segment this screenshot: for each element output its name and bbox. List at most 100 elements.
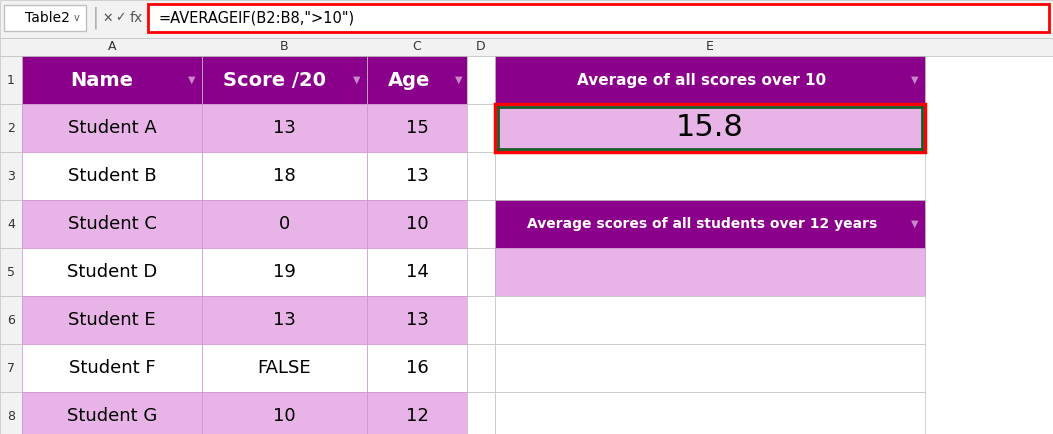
Bar: [0, 344, 22, 392]
Bar: [367, 248, 466, 296]
Bar: [495, 392, 925, 434]
Bar: [202, 392, 367, 434]
Bar: [22, 152, 202, 200]
Text: B: B: [280, 40, 289, 53]
Bar: [202, 200, 367, 248]
Text: Student A: Student A: [67, 119, 157, 137]
Bar: [495, 56, 925, 104]
Bar: [466, 104, 495, 152]
Bar: [495, 152, 925, 200]
Bar: [22, 344, 202, 392]
Text: 12: 12: [405, 407, 429, 425]
Text: 8: 8: [7, 410, 15, 423]
Text: 15: 15: [405, 119, 429, 137]
Text: 0: 0: [279, 215, 291, 233]
Bar: [495, 200, 925, 248]
Text: E: E: [707, 40, 714, 53]
Text: A: A: [107, 40, 116, 53]
Bar: [202, 104, 367, 152]
Bar: [148, 4, 1049, 32]
Text: Student F: Student F: [68, 359, 155, 377]
Bar: [367, 56, 466, 104]
Bar: [22, 296, 202, 344]
Bar: [0, 0, 1053, 38]
Bar: [0, 38, 1053, 56]
Bar: [202, 296, 367, 344]
Text: Age: Age: [388, 70, 431, 89]
Bar: [367, 152, 466, 200]
Text: 4: 4: [7, 217, 15, 230]
Text: ▼: ▼: [455, 75, 462, 85]
Text: 10: 10: [273, 407, 296, 425]
Bar: [495, 104, 925, 152]
Bar: [495, 344, 925, 392]
Text: Score /20: Score /20: [223, 70, 326, 89]
Text: 13: 13: [273, 311, 296, 329]
Text: 1: 1: [7, 73, 15, 86]
Text: =AVERAGEIF(B2:B8,">10"): =AVERAGEIF(B2:B8,">10"): [158, 10, 354, 26]
Text: 6: 6: [7, 313, 15, 326]
Text: ▼: ▼: [188, 75, 196, 85]
Bar: [22, 104, 202, 152]
Bar: [22, 392, 202, 434]
Text: FALSE: FALSE: [258, 359, 312, 377]
Bar: [0, 152, 22, 200]
Bar: [0, 296, 22, 344]
Text: 10: 10: [405, 215, 429, 233]
Text: Student E: Student E: [68, 311, 156, 329]
Bar: [466, 248, 495, 296]
Bar: [466, 392, 495, 434]
Text: 18: 18: [273, 167, 296, 185]
Bar: [466, 344, 495, 392]
Bar: [202, 248, 367, 296]
Bar: [202, 152, 367, 200]
Bar: [367, 344, 466, 392]
Bar: [22, 200, 202, 248]
Text: 5: 5: [7, 266, 15, 279]
Text: 16: 16: [405, 359, 429, 377]
Text: Table2: Table2: [25, 11, 69, 25]
Text: │: │: [91, 7, 102, 29]
Bar: [202, 56, 367, 104]
Bar: [0, 104, 22, 152]
Text: ▼: ▼: [911, 75, 919, 85]
Text: ▼: ▼: [911, 219, 919, 229]
Bar: [0, 56, 22, 104]
Bar: [466, 200, 495, 248]
Bar: [466, 296, 495, 344]
Bar: [0, 56, 1053, 434]
Bar: [4, 5, 86, 31]
Bar: [0, 392, 22, 434]
Bar: [466, 56, 495, 104]
Bar: [22, 56, 202, 104]
Text: Student C: Student C: [67, 215, 157, 233]
Text: ▼: ▼: [353, 75, 361, 85]
Text: Student D: Student D: [67, 263, 157, 281]
Bar: [22, 248, 202, 296]
Text: Average scores of all students over 12 years: Average scores of all students over 12 y…: [526, 217, 877, 231]
Text: C: C: [413, 40, 421, 53]
Text: 7: 7: [7, 362, 15, 375]
Bar: [495, 104, 925, 152]
Bar: [495, 248, 925, 296]
Text: 15.8: 15.8: [676, 114, 743, 142]
Text: ✓: ✓: [115, 11, 125, 24]
Text: 13: 13: [405, 311, 429, 329]
Bar: [367, 296, 466, 344]
Text: v: v: [74, 13, 80, 23]
Text: 3: 3: [7, 170, 15, 183]
Text: D: D: [476, 40, 485, 53]
Text: Name: Name: [71, 70, 134, 89]
Bar: [0, 200, 22, 248]
Bar: [367, 104, 466, 152]
Text: ✕: ✕: [103, 11, 114, 24]
Text: 13: 13: [405, 167, 429, 185]
Text: 13: 13: [273, 119, 296, 137]
Bar: [367, 200, 466, 248]
Text: 14: 14: [405, 263, 429, 281]
Text: 19: 19: [273, 263, 296, 281]
Bar: [0, 248, 22, 296]
Text: Student G: Student G: [67, 407, 157, 425]
Text: fx: fx: [130, 11, 142, 25]
Text: Average of all scores over 10: Average of all scores over 10: [577, 72, 827, 88]
